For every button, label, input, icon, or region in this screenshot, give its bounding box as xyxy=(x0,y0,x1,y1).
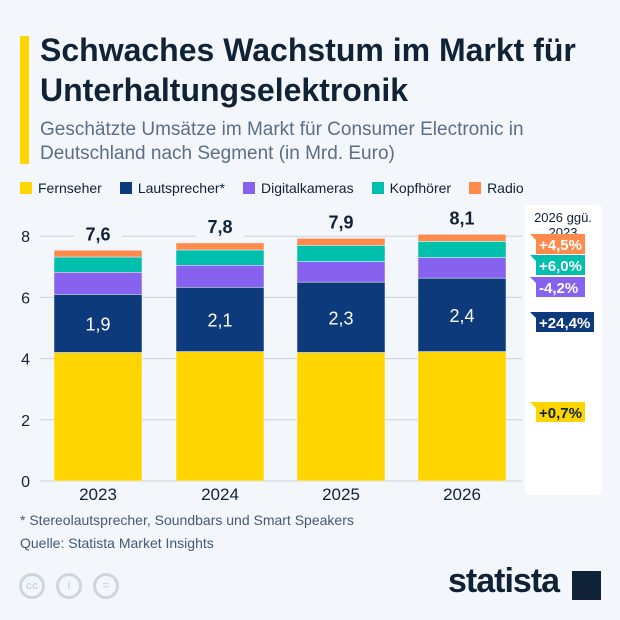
y-tick-label: 6 xyxy=(21,290,30,307)
change-badge-label: -4,2% xyxy=(539,280,578,297)
bar-segment-radio xyxy=(53,250,143,258)
legend-item: Radio xyxy=(469,180,524,196)
bar-segment-lautsprecher xyxy=(175,287,265,352)
legend-item: Lautsprecher* xyxy=(119,180,225,196)
segment-value-label: 2,1 xyxy=(207,310,232,330)
legend-item: Fernseher xyxy=(20,180,102,196)
chart-subtitle: Geschätzte Umsätze im Markt für Consumer… xyxy=(40,119,524,164)
legend-label: Digitalkameras xyxy=(260,180,354,196)
bar-segment-fernseher xyxy=(417,351,507,482)
y-tick-label: 2 xyxy=(21,413,30,430)
accent-bar xyxy=(20,36,29,164)
bar-segment-digitalkameras xyxy=(296,261,386,283)
bar-segment-digitalkameras xyxy=(417,257,507,279)
total-label-bg xyxy=(74,222,122,245)
segment-value-label: 2,3 xyxy=(328,308,353,328)
total-label-bg xyxy=(317,210,365,233)
bar-segment-radio xyxy=(296,238,386,246)
total-label-bg xyxy=(196,214,244,237)
change-badge-label: +4,5% xyxy=(539,237,582,254)
bar-segment-digitalkameras xyxy=(175,265,265,288)
bar-segment-lautsprecher xyxy=(53,294,143,353)
legend-label: Fernseher xyxy=(38,180,102,196)
change-badge xyxy=(530,277,585,297)
statista-logo-mark-icon xyxy=(572,571,601,600)
legend-label: Radio xyxy=(487,180,524,196)
bar-segment-lautsprecher xyxy=(417,277,507,352)
bar-segment-fernseher xyxy=(175,351,265,482)
segment-value-label: 2,4 xyxy=(449,306,474,326)
legend-swatch xyxy=(119,182,132,194)
change-badge xyxy=(530,234,585,254)
total-label: 7,6 xyxy=(85,224,110,244)
legend-swatch xyxy=(242,182,255,194)
bar-segment-radio xyxy=(417,234,507,242)
x-tick-label: 2025 xyxy=(322,485,360,504)
change-badge-label: +6,0% xyxy=(539,258,582,275)
segment-value-label: 1,9 xyxy=(85,314,110,334)
bar-segment-kopfhrer xyxy=(175,249,265,266)
statista-logo: statista xyxy=(448,562,560,600)
source: Quelle: Statista Market Insights xyxy=(20,535,214,551)
bar-segment-lautsprecher xyxy=(296,281,386,353)
x-tick-label: 2023 xyxy=(79,485,117,504)
total-label: 7,8 xyxy=(207,217,232,237)
x-tick-label: 2024 xyxy=(201,485,239,504)
total-label: 8,1 xyxy=(449,208,474,228)
change-header: 2026 ggü. xyxy=(534,210,592,225)
no-derivatives-icon: = xyxy=(93,573,119,599)
bar-segment-kopfhrer xyxy=(296,245,386,262)
legend-swatch xyxy=(20,182,32,194)
cc-icon: cc xyxy=(19,573,45,599)
change-badge xyxy=(530,255,585,275)
legend-item: Kopfhörer xyxy=(371,180,452,196)
bar-segment-radio xyxy=(175,242,265,251)
chart-title: Schwaches Wachstum im Markt für Unterhal… xyxy=(40,32,576,108)
legend-item: Digitalkameras xyxy=(242,180,354,196)
bar-segment-fernseher xyxy=(53,352,143,482)
attribution-icon: i xyxy=(56,573,82,599)
legend-swatch xyxy=(371,182,384,194)
y-tick-label: 8 xyxy=(21,229,30,246)
change-badge xyxy=(530,402,585,422)
legend-label: Kopfhörer xyxy=(389,180,452,196)
change-badge-label: +24,4% xyxy=(539,315,590,332)
bar-segment-kopfhrer xyxy=(53,256,143,273)
y-tick-label: 4 xyxy=(21,352,30,369)
bar-segment-kopfhrer xyxy=(417,241,507,258)
change-badge-label: +0,7% xyxy=(539,405,582,422)
change-badge xyxy=(530,312,594,332)
bar-segment-fernseher xyxy=(296,352,386,482)
total-label-bg xyxy=(438,206,486,229)
legend: Fernseher Lautsprecher* Digitalkameras Kopf… xyxy=(20,180,524,196)
total-label: 7,9 xyxy=(328,212,353,232)
bar-segment-digitalkameras xyxy=(53,272,143,295)
x-tick-label: 2026 xyxy=(443,485,481,504)
y-tick-label: 0 xyxy=(21,474,30,491)
legend-label: Lautsprecher* xyxy=(137,180,225,196)
footnote: * Stereolautsprecher, Soundbars und Smar… xyxy=(20,512,354,528)
legend-swatch xyxy=(469,182,482,194)
